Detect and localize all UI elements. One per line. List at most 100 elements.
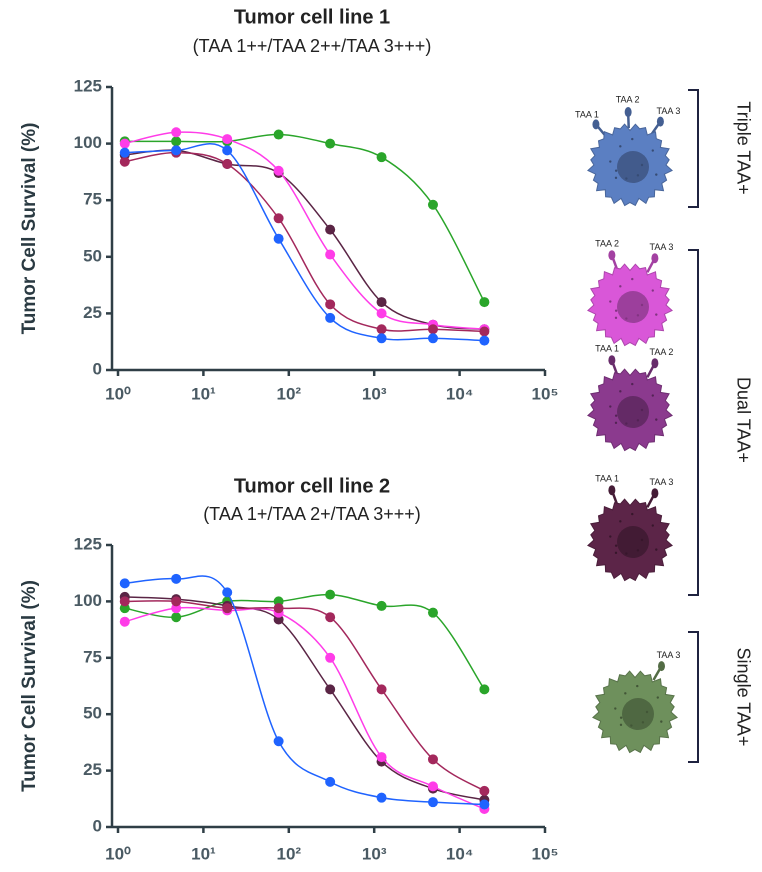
cell-dot [636,549,640,552]
cell-nucleus [617,291,649,323]
receptor-head [651,488,659,499]
x-tick-label: 10¹ [191,844,216,863]
cell-dot [614,316,618,320]
cell-dot [625,422,628,425]
cell-dot [619,285,622,288]
receptor-head [608,250,616,261]
data-point [171,136,182,147]
y-tick-label: 100 [74,591,102,610]
data-point [119,596,130,607]
data-point [376,792,387,803]
bracket [688,249,699,596]
cell-dot [651,289,654,292]
cell-dot [655,173,658,176]
data-point [325,589,336,600]
data-point [479,335,490,346]
data-point [119,156,130,167]
cell-dot [631,512,634,516]
data-point [427,607,438,618]
response-curve [124,131,485,330]
y-tick-label: 125 [74,76,102,95]
y-axis-label: Tumor Cell Survival (%) [19,123,40,335]
cell-dot [631,382,634,386]
cell-dot [619,716,623,719]
data-point [119,147,130,158]
receptor-head [608,485,616,496]
data-point [325,776,336,787]
cell-dot [630,724,633,727]
cell-dot [625,317,628,320]
y-tick-label: 100 [74,133,102,152]
cell-dot [619,390,622,393]
data-point [171,596,182,607]
y-tick-label: 0 [93,359,102,378]
data-point [222,587,233,598]
bracket [688,631,699,763]
cell-dot [640,538,644,542]
cell-dot [631,277,634,281]
data-point [325,224,336,235]
data-point [376,752,387,763]
group-label: Single TAA+ [733,648,753,747]
cell-dot [651,524,654,527]
response-curve [124,133,486,303]
cell-nucleus [617,151,649,183]
data-point [222,603,233,614]
cell-dot [655,313,658,316]
cell-dot [656,696,659,699]
cell-nucleus [617,526,649,558]
data-point [273,233,284,244]
x-tick-label: 10¹ [191,384,216,403]
data-point [171,127,182,138]
y-tick-label: 75 [83,190,102,209]
cell-dot [636,314,640,317]
cell-nucleus [617,396,649,428]
y-tick-label: 0 [93,816,102,835]
receptor-head [651,358,659,369]
group-label: Triple TAA+ [733,101,753,194]
cell-dot [614,309,618,312]
cell-dot [640,303,644,307]
cell-dot [614,551,618,555]
data-point [222,145,233,156]
cell-dot [625,552,628,555]
data-point [376,297,387,308]
cell-dot [660,720,663,723]
data-point [376,333,387,344]
group-label: Dual TAA+ [733,377,753,463]
data-point [376,600,387,611]
cell-dot [640,163,644,167]
cell-nucleus [622,698,654,730]
data-point [427,333,438,344]
cell-dot [614,414,618,417]
x-tick-label: 10⁵ [532,384,559,403]
cell-dot [614,707,617,710]
cell-dot [641,721,645,724]
receptor-head [651,253,659,264]
data-point [171,612,182,623]
cell-dot [651,149,654,152]
x-tick-label: 10² [277,384,302,403]
receptor-head [608,355,616,366]
data-point [325,612,336,623]
cell-dot [614,169,618,172]
data-point [222,158,233,169]
receptor-label: TAA 1 [595,343,619,353]
y-tick-label: 25 [83,760,102,779]
cell-dot [609,160,612,163]
cell-dot [614,544,618,547]
receptor-head [624,107,632,118]
cell-dot [609,535,612,538]
data-point [273,213,284,224]
data-point [325,684,336,695]
data-point [376,324,387,335]
receptor-label: TAA 1 [595,473,619,483]
cell-dot [614,176,618,180]
receptor-label: TAA 3 [657,650,681,660]
cell-dot [645,710,649,714]
receptor-head [658,661,665,672]
receptor-label: TAA 3 [656,106,680,116]
chart-title: Tumor cell line 1 [234,6,390,28]
data-point [325,652,336,663]
y-tick-label: 25 [83,303,102,322]
